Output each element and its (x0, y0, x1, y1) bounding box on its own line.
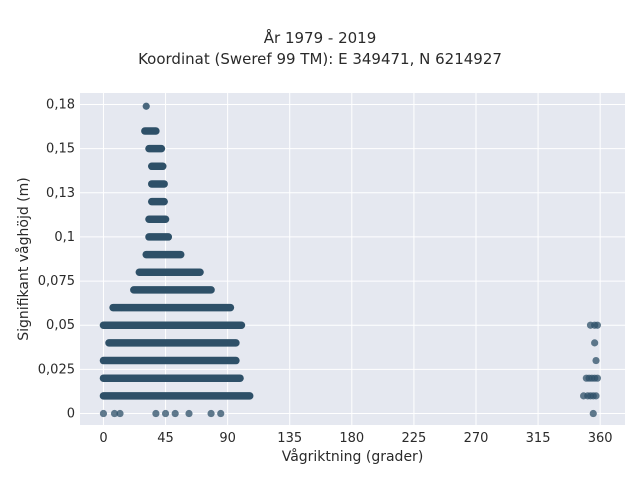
data-point (171, 409, 179, 418)
data-point (110, 409, 119, 418)
chart-subtitle: Koordinat (Sweref 99 TM): E 349471, N 62… (138, 50, 502, 68)
data-point (592, 392, 600, 400)
x-tick-label: 135 (277, 431, 302, 446)
y-tick-label: 0,13 (46, 186, 75, 201)
data-point (145, 268, 153, 276)
data-point (591, 339, 599, 347)
y-axis-label: Signifikant våghöjd (m) (15, 177, 32, 340)
data-point (217, 409, 225, 418)
x-axis-label: Vågriktning (grader) (282, 448, 424, 465)
data-points (99, 102, 602, 418)
data-point (185, 409, 193, 418)
x-tick-label: 360 (588, 431, 613, 446)
data-point (152, 409, 160, 418)
data-point (116, 409, 124, 418)
y-tick-label: 0,05 (46, 318, 75, 333)
chart-title: År 1979 - 2019 (263, 29, 377, 47)
y-tick-label: 0,025 (38, 362, 75, 377)
x-tick-label: 270 (464, 431, 489, 446)
x-tick-label: 315 (526, 431, 551, 446)
y-tick-label: 0,18 (46, 97, 75, 112)
data-point (593, 374, 602, 382)
data-point (589, 409, 597, 418)
x-axis-ticks: 0 45 90 135 180 225 270 315 360 (99, 431, 612, 446)
data-point (117, 303, 125, 312)
data-point (99, 409, 108, 418)
data-point (207, 409, 215, 418)
x-tick-label: 45 (157, 431, 174, 446)
data-point (161, 409, 170, 418)
x-tick-label: 90 (219, 431, 236, 446)
y-tick-label: 0 (67, 407, 75, 422)
data-point (592, 356, 600, 365)
data-point (192, 268, 200, 276)
y-axis-ticks: 0 0,025 0,05 0,075 0,1 0,13 0,15 0,18 (38, 97, 75, 421)
x-tick-label: 225 (401, 431, 426, 446)
x-tick-label: 180 (339, 431, 364, 446)
y-tick-label: 0,075 (38, 274, 75, 289)
data-point (593, 321, 602, 329)
x-tick-label: 0 (99, 431, 107, 446)
y-tick-label: 0,15 (46, 142, 75, 157)
data-point (109, 303, 117, 312)
y-tick-label: 0,1 (54, 230, 75, 245)
chart-title-block: År 1979 - 2019 Koordinat (Sweref 99 TM):… (0, 28, 640, 70)
data-point (142, 102, 150, 110)
